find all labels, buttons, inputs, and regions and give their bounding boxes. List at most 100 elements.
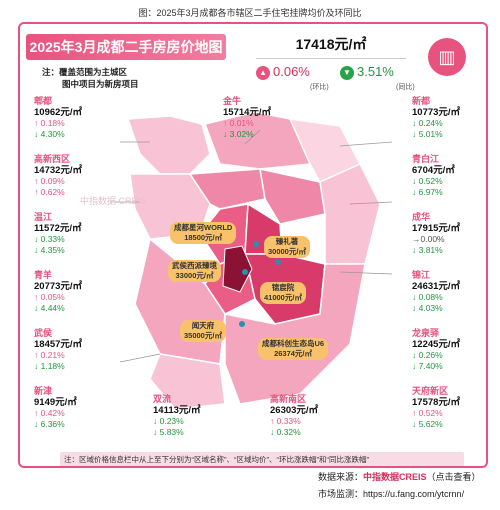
project-name: 成都科创生态岛U6 xyxy=(262,339,325,348)
district-price: 15714元/㎡ xyxy=(223,107,272,118)
district-price: 18457元/㎡ xyxy=(34,339,83,350)
district-price: 24631元/㎡ xyxy=(412,281,461,292)
link-url[interactable]: https://u.fang.com/ytcrnn/ xyxy=(363,489,465,499)
district-name: 金牛 xyxy=(223,96,242,106)
district-price: 20773元/㎡ xyxy=(34,281,83,292)
district-mom: →0.00% xyxy=(412,234,445,244)
map-card: 2025年3月成都二手房房价地图 注：覆盖范围为主城区 图中项目为新房项目 17… xyxy=(18,22,488,468)
coverage-note: 注：覆盖范围为主城区 图中项目为新房项目 xyxy=(42,66,139,90)
market-monitor-link[interactable]: 市场监测：https://u.fang.com/ytcrnn/ xyxy=(318,487,464,500)
note-line: 图中项目为新房项目 xyxy=(62,79,139,89)
district-xinjin: 新津 9149元/㎡ ↑ 0.42% ↓ 6.36% xyxy=(34,386,77,430)
district-mom: ↑ 0.18% xyxy=(34,118,65,128)
district-wenjiang: 温江 11572元/㎡ ↓ 0.33% ↓ 4.35% xyxy=(34,212,82,256)
district-name: 青白江 xyxy=(412,154,440,164)
project-name: 闻天府 xyxy=(191,321,215,330)
district-mom: ↑ 0.33% xyxy=(270,416,301,426)
district-xindu: 新都 10773元/㎡ ↓ 0.24% ↓ 5.01% xyxy=(412,96,460,140)
district-pidu: 郫都 10962元/㎡ ↑ 0.18% ↓ 4.30% xyxy=(34,96,82,140)
project-price: 35000元/㎡ xyxy=(184,331,222,340)
source-hint[interactable]: （点击查看） xyxy=(426,472,481,482)
project-marker xyxy=(239,321,245,327)
district-mom: ↓ 0.23% xyxy=(153,416,184,426)
project-price: 30000元/㎡ xyxy=(268,247,306,256)
project-price: 33000元/㎡ xyxy=(175,271,214,280)
district-wuhou: 武侯 18457元/㎡ ↑ 0.21% ↓ 1.18% xyxy=(34,328,82,372)
project-name: 武侯西派臻境 xyxy=(172,261,217,270)
district-mom: ↑ 0.42% xyxy=(34,408,65,418)
district-price: 11572元/㎡ xyxy=(34,223,82,234)
yoy-change: ▼ 3.51% xyxy=(340,64,394,80)
district-yoy: ↑ 0.62% xyxy=(34,187,65,197)
district-yoy: ↓ 5.62% xyxy=(412,419,443,429)
district-mom: ↓ 0.24% xyxy=(412,118,443,128)
link-label: 市场监测： xyxy=(318,489,364,499)
district-mom: ↑ 0.52% xyxy=(412,408,443,418)
arrow-down-icon: ▼ xyxy=(340,65,354,80)
region-tianfu xyxy=(224,263,366,405)
district-price: 14113元/㎡ xyxy=(153,405,201,416)
arrow-up-icon: ▲ xyxy=(256,65,270,80)
project-marker xyxy=(275,259,281,265)
mom-value: 0.06% xyxy=(273,64,310,79)
district-mom: ↓ 0.52% xyxy=(412,176,443,186)
source-name[interactable]: 中指数据CREIS xyxy=(363,472,427,482)
district-name: 新津 xyxy=(34,386,53,396)
leader-lines xyxy=(110,129,393,363)
district-price: 14732元/㎡ xyxy=(34,165,83,176)
district-name: 成华 xyxy=(412,212,431,222)
region-pidu xyxy=(126,115,211,175)
district-qingyang: 青羊 20773元/㎡ ↑ 0.05% ↓ 4.44% xyxy=(34,270,82,314)
map-shapes xyxy=(126,111,381,410)
map-title: 2025年3月成都二手房房价地图 xyxy=(26,34,226,60)
district-yoy: ↓ 7.40% xyxy=(412,361,443,371)
district-jinniu: 金牛 15714元/㎡ ↑ 0.01% ↓ 3.02% xyxy=(223,96,271,140)
district-name: 高新西区 xyxy=(34,154,71,164)
city-skyline-icon: ▥ xyxy=(428,38,466,76)
watermark: 中指数据 CREIS xyxy=(80,196,147,206)
district-price: 9149元/㎡ xyxy=(34,397,77,408)
project-marker xyxy=(253,241,259,247)
district-yoy: ↓ 0.32% xyxy=(270,427,301,437)
district-jinjiang: 锦江 24631元/㎡ ↓ 0.08% ↓ 4.03% xyxy=(412,270,460,314)
project-price: 18500元/㎡ xyxy=(184,233,223,242)
district-yoy: ↓ 3.02% xyxy=(223,129,254,139)
data-source[interactable]: 数据来源：中指数据CREIS（点击查看） xyxy=(318,470,481,483)
project-label: 成都星河WORLD 18500元/㎡ xyxy=(170,222,237,244)
district-qingbaijiang: 青白江 6704元/㎡ ↓ 0.52% ↓ 6.97% xyxy=(412,154,455,198)
note-line: 注：覆盖范围为主城区 xyxy=(42,67,128,77)
district-price: 10962元/㎡ xyxy=(34,107,83,118)
district-shuangliu: 双流 14113元/㎡ ↓ 0.23% ↓ 5.83% xyxy=(153,394,201,438)
district-yoy: ↓ 6.97% xyxy=(412,187,443,197)
district-chenghua: 成华 17915元/㎡ →0.00% ↓ 3.81% xyxy=(412,212,460,256)
region-chenghua xyxy=(259,168,326,225)
district-name: 锦江 xyxy=(412,270,431,280)
district-name: 青羊 xyxy=(34,270,53,280)
project-price: 26374元/㎡ xyxy=(274,349,313,358)
district-name: 双流 xyxy=(153,394,172,404)
district-yoy: ↓ 4.44% xyxy=(34,303,65,313)
yoy-value: 3.51% xyxy=(357,64,394,79)
project-label: 武侯西派臻境 33000元/㎡ xyxy=(168,260,221,282)
district-name: 新都 xyxy=(412,96,431,106)
district-price: 12245元/㎡ xyxy=(412,339,461,350)
figure-caption: 图：2025年3月成都各市辖区二手住宅挂牌均价及环同比 xyxy=(138,8,362,18)
source-label: 数据来源： xyxy=(318,472,364,482)
region-xinjin xyxy=(149,353,226,410)
project-name: 锦宸院 xyxy=(271,283,295,292)
district-yoy: ↓ 1.18% xyxy=(34,361,65,371)
district-mom: ↓ 0.26% xyxy=(412,350,443,360)
mom-change: ▲ 0.06% xyxy=(256,64,310,80)
district-tianfu: 天府新区 17578元/㎡ ↑ 0.52% ↓ 5.62% xyxy=(412,386,460,430)
project-price: 41000元/㎡ xyxy=(264,293,302,302)
district-gaoxinxi: 高新西区 14732元/㎡ ↑ 0.09% ↑ 0.62% xyxy=(34,154,82,198)
district-price: 10773元/㎡ xyxy=(412,107,461,118)
district-yoy: ↓ 4.35% xyxy=(34,245,65,255)
project-marker xyxy=(242,269,248,275)
district-name: 高新南区 xyxy=(270,394,307,404)
district-price: 6704元/㎡ xyxy=(412,165,455,176)
central-core xyxy=(222,245,253,293)
district-name: 温江 xyxy=(34,212,53,222)
district-name: 龙泉驿 xyxy=(412,328,440,338)
project-label: 成都科创生态岛U6 26374元/㎡ xyxy=(258,338,329,360)
